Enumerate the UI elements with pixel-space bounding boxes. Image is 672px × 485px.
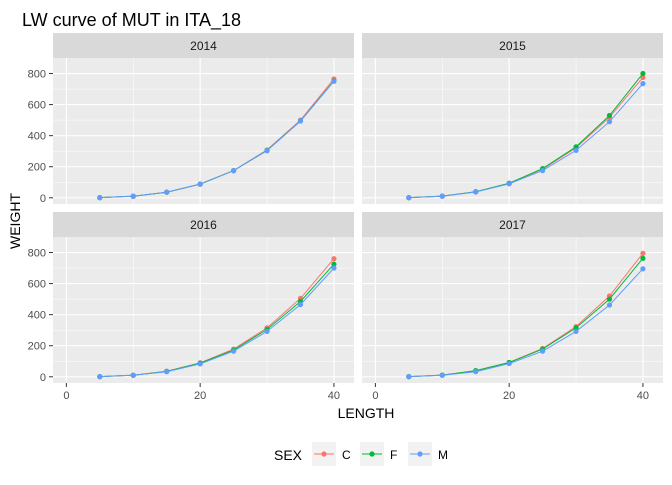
facet-panel: 2016 0 200 400 600 800 0 20 40 <box>28 212 354 402</box>
facet-strip-label: 2017 <box>499 218 526 232</box>
x-tick-label: 0 <box>63 390 69 402</box>
data-point-M <box>606 119 613 125</box>
data-point-M <box>640 266 646 272</box>
facet-strip <box>362 33 663 58</box>
chart-title: LW curve of MUT in ITA_18 <box>22 10 241 31</box>
data-point-M <box>264 148 270 154</box>
data-point-M <box>297 118 304 124</box>
facet-strip <box>362 212 663 237</box>
facet-panel: 2014 0 200 400 600 800 <box>28 33 354 205</box>
y-tick-label: 0 <box>40 193 46 205</box>
data-point-M <box>406 195 412 201</box>
legend-label: C <box>342 448 351 462</box>
x-tick-label: 20 <box>503 390 515 402</box>
data-point-M <box>264 328 270 335</box>
data-point-M <box>130 193 136 199</box>
x-axis-label: LENGTH <box>338 405 395 421</box>
series-line-M <box>99 267 335 378</box>
y-tick-label: 0 <box>40 372 46 384</box>
data-point-M <box>331 265 337 271</box>
x-tick-label: 0 <box>372 390 378 402</box>
legend-title: SEX <box>274 447 303 463</box>
data-point-M <box>197 181 203 187</box>
data-point-F <box>331 261 337 267</box>
data-point-M <box>97 374 103 380</box>
data-point-M <box>473 189 479 195</box>
data-point-M <box>231 348 237 354</box>
y-tick-label: 200 <box>28 341 46 353</box>
legend-item-C: C <box>312 442 351 466</box>
data-point-F <box>640 70 646 77</box>
facet-panel: 2015 <box>362 33 663 204</box>
facet-strip <box>53 212 354 237</box>
legend-label: M <box>438 448 448 462</box>
data-point-M <box>439 193 445 199</box>
data-point-M <box>573 147 579 154</box>
facet-strip-label: 2015 <box>499 39 526 53</box>
data-point-C <box>640 74 646 81</box>
data-point-M <box>297 301 304 308</box>
facet-panel: 2017 0 20 40 <box>362 212 663 402</box>
x-tick-label: 40 <box>328 390 340 402</box>
data-point-M <box>130 372 136 378</box>
x-tick-label: 20 <box>194 390 206 402</box>
panel-background <box>362 58 663 204</box>
data-point-M <box>231 168 237 174</box>
data-point-M <box>506 360 512 367</box>
legend: SEX C F M <box>274 442 448 466</box>
data-point-M <box>606 302 613 308</box>
facet-strip-label: 2014 <box>190 39 217 53</box>
data-point-M <box>540 348 546 354</box>
data-point-C <box>331 256 337 262</box>
data-point-M <box>540 168 546 174</box>
data-point-M <box>640 81 646 87</box>
panel-background <box>53 237 354 383</box>
data-point-M <box>439 372 445 378</box>
data-point-M <box>164 189 170 195</box>
series-line-M <box>408 83 644 199</box>
series-line-M <box>99 80 335 199</box>
data-point-M <box>97 195 103 201</box>
y-tick-label: 200 <box>28 162 46 174</box>
panel-background <box>362 237 663 383</box>
data-point-M <box>506 181 512 187</box>
data-point-F <box>573 325 579 331</box>
y-tick-label: 800 <box>28 248 46 260</box>
y-tick-label: 400 <box>28 131 46 143</box>
legend-key-point <box>369 451 375 457</box>
y-axis-label: WEIGHT <box>7 193 23 249</box>
data-point-M <box>197 361 203 367</box>
legend-item-M: M <box>408 442 448 466</box>
data-point-F <box>606 296 613 302</box>
data-point-M <box>406 374 412 380</box>
data-point-C <box>640 250 646 256</box>
legend-label: F <box>390 448 397 462</box>
y-tick-label: 400 <box>28 310 46 322</box>
data-point-M <box>331 78 337 84</box>
panel-background <box>53 58 354 204</box>
series-line-M <box>408 268 644 378</box>
facet-strip <box>53 33 354 58</box>
legend-key-point <box>417 451 423 457</box>
data-point-M <box>164 369 170 375</box>
data-point-F <box>640 255 646 261</box>
legend-item-F: F <box>360 442 397 466</box>
data-point-M <box>573 328 579 335</box>
legend-key-point <box>321 451 327 457</box>
data-point-F <box>606 112 613 119</box>
data-point-F <box>573 144 579 150</box>
x-tick-label: 40 <box>637 390 649 402</box>
data-point-M <box>473 369 479 375</box>
y-tick-label: 800 <box>28 69 46 81</box>
y-tick-label: 600 <box>28 279 46 291</box>
y-tick-label: 600 <box>28 100 46 112</box>
facet-strip-label: 2016 <box>190 218 217 232</box>
